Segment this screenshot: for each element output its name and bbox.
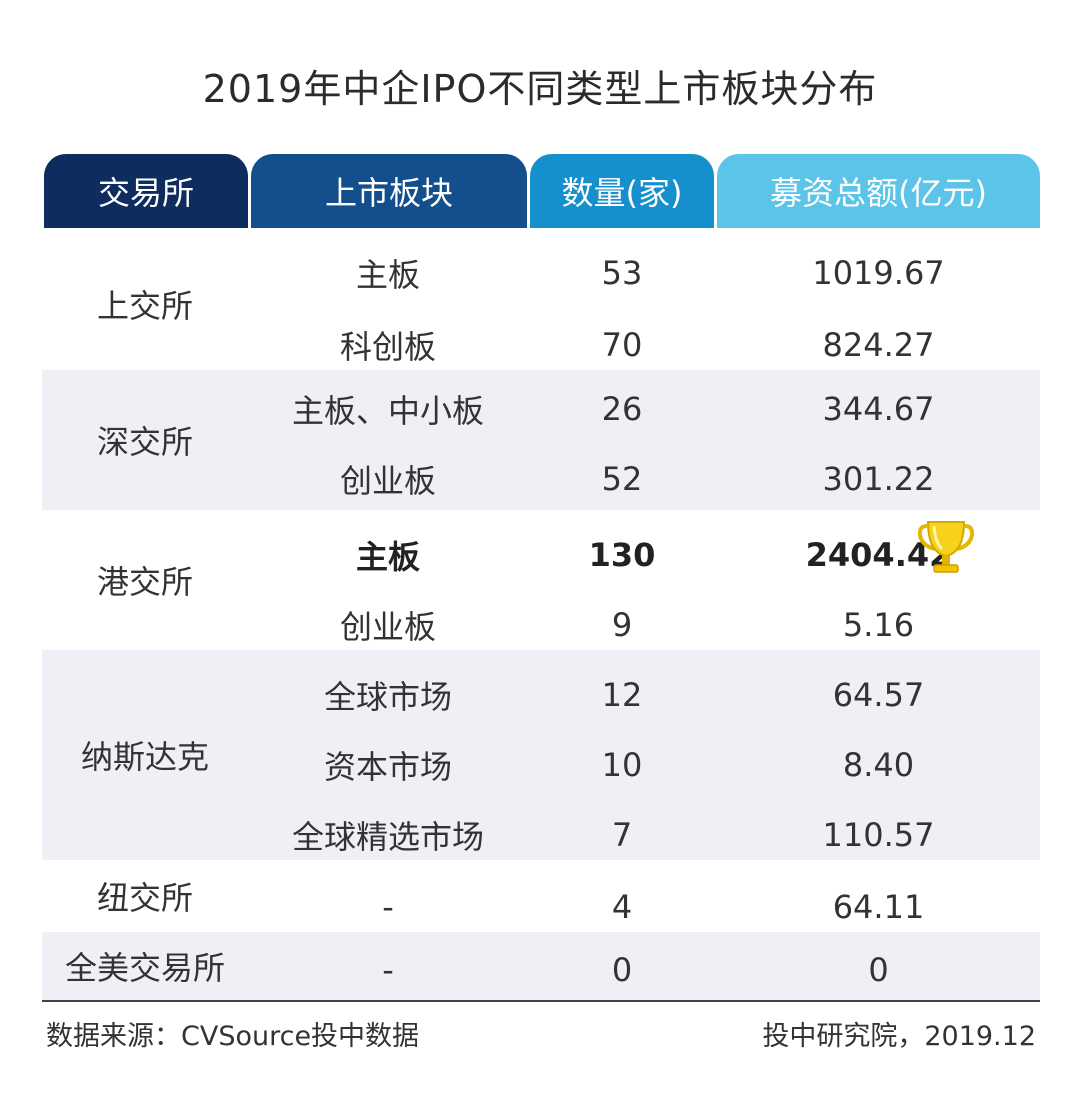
exchange-label: 深交所 [96, 423, 193, 461]
table-row: - 4 64.11 [42, 872, 1040, 942]
exchange-label: 上交所 [96, 287, 193, 325]
count-cell: 53 [601, 254, 643, 292]
table-bottom-border [42, 1000, 1040, 1002]
count-cell: 26 [601, 390, 643, 428]
count-cell: 9 [611, 606, 633, 644]
table-row: 主板 53 1019.67 [42, 238, 1040, 308]
count-cell: 0 [611, 951, 633, 989]
group-szse: 深交所 主板、中小板 26 344.67 创业板 52 301.22 [42, 370, 1040, 510]
board-cell: 创业板 [339, 608, 436, 646]
trophy-icon [918, 521, 974, 573]
board-cell: 创业板 [339, 462, 436, 500]
header-board: 上市板块 [251, 154, 527, 228]
count-cell: 130 [588, 536, 656, 574]
header-exchange: 交易所 [44, 154, 248, 228]
table-row: 创业板 52 301.22 [42, 444, 1040, 514]
amount-cell: 5.16 [842, 606, 915, 644]
amount-cell: 64.57 [832, 676, 925, 714]
chart-title: 2019年中企IPO不同类型上市板块分布 [202, 67, 878, 111]
group-nyse: 纽交所 - 4 64.11 [42, 860, 1040, 932]
group-hkex: 港交所 主板 130 2404.42 创业板 9 5.16 [42, 510, 1040, 650]
board-cell: 主板、中小板 [291, 392, 484, 430]
board-cell: - [382, 951, 394, 989]
header-amount: 募资总额(亿元) [717, 154, 1040, 228]
count-cell: 4 [611, 888, 633, 926]
exchange-label: 港交所 [96, 563, 193, 601]
group-sse: 上交所 主板 53 1019.67 科创板 70 824.27 [42, 238, 1040, 370]
amount-cell: 0 [868, 951, 889, 989]
exchange-label: 全美交易所 [64, 949, 225, 987]
group-nasdaq: 纳斯达克 全球市场 12 64.57 资本市场 10 8.40 全球精选市场 7… [42, 650, 1040, 860]
board-cell: 主板 [355, 256, 420, 294]
amount-cell: 64.11 [832, 888, 925, 926]
board-cell: - [382, 888, 394, 926]
board-cell: 资本市场 [323, 748, 452, 786]
table-row: 全球市场 12 64.57 [42, 660, 1040, 730]
board-cell: 全球市场 [323, 678, 452, 716]
amount-cell: 8.40 [842, 746, 915, 784]
table-row: 资本市场 10 8.40 [42, 730, 1040, 800]
credit-note: 投中研究院，2019.12 [762, 1021, 1036, 1052]
table-row: 全球精选市场 7 110.57 [42, 800, 1040, 870]
count-cell: 70 [601, 326, 643, 364]
amount-cell: 344.67 [822, 390, 935, 428]
exchange-label: 纽交所 [96, 879, 193, 917]
header-count: 数量(家) [530, 154, 714, 228]
amount-cell: 1019.67 [812, 254, 945, 292]
table-row: 主板、中小板 26 344.67 [42, 374, 1040, 444]
exchange-label: 纳斯达克 [80, 738, 209, 776]
board-cell: 主板 [355, 538, 420, 576]
board-cell: 全球精选市场 [291, 818, 484, 856]
amount-cell: 110.57 [822, 816, 935, 854]
table-row: - 0 0 [42, 940, 1040, 1000]
count-cell: 7 [611, 816, 633, 854]
count-cell: 52 [601, 460, 643, 498]
count-cell: 10 [601, 746, 643, 784]
board-cell: 科创板 [339, 328, 436, 366]
table-row: 科创板 70 824.27 [42, 310, 1040, 380]
source-note: 数据来源：CVSource投中数据 [46, 1021, 420, 1052]
amount-cell: 301.22 [822, 460, 935, 498]
amount-cell: 2404.42 [805, 536, 952, 574]
table-row: 创业板 9 5.16 [42, 590, 1040, 660]
group-amex: 全美交易所 - 0 0 [42, 932, 1040, 1000]
count-cell: 12 [601, 676, 643, 714]
table-row: 主板 130 2404.42 [42, 520, 1040, 590]
amount-cell: 824.27 [822, 326, 935, 364]
